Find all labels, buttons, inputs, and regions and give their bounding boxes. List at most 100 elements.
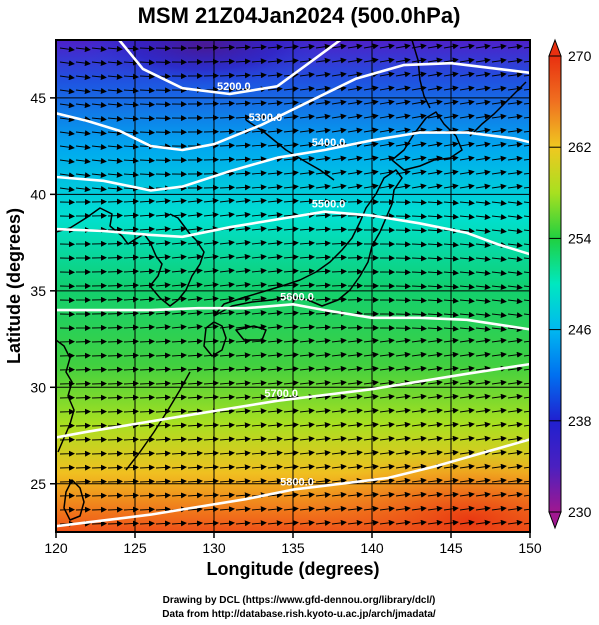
wind-vector bbox=[395, 393, 411, 400]
wind-vector bbox=[251, 114, 267, 121]
contour-line-5300.0 bbox=[56, 61, 530, 152]
wind-vector bbox=[123, 352, 139, 359]
wind-vector bbox=[267, 366, 283, 373]
wind-vector bbox=[267, 520, 283, 527]
wind-vector bbox=[443, 449, 459, 456]
wind-vector bbox=[187, 323, 203, 330]
wind-vector bbox=[363, 141, 379, 148]
wind-vector bbox=[459, 155, 475, 162]
wind-vector bbox=[459, 99, 475, 106]
wind-vector bbox=[475, 379, 491, 386]
wind-vector bbox=[251, 450, 267, 457]
wind-vector bbox=[123, 254, 139, 261]
wind-vector bbox=[235, 86, 251, 93]
wind-vector bbox=[459, 407, 475, 414]
wind-vector bbox=[107, 310, 123, 317]
wind-vector bbox=[299, 365, 315, 372]
wind-vector bbox=[187, 450, 203, 457]
wind-vector bbox=[267, 72, 283, 79]
wind-vector bbox=[523, 354, 530, 357]
wind-vector bbox=[491, 312, 507, 319]
wind-vector bbox=[507, 228, 523, 235]
wind-vector bbox=[219, 58, 235, 65]
contour-line-5400.0 bbox=[56, 131, 530, 192]
credit-drawing: Drawing by DCL (https://www.gfd-dennou.o… bbox=[163, 595, 436, 606]
wind-vector bbox=[507, 127, 523, 134]
wind-vector bbox=[427, 99, 443, 106]
wind-vector bbox=[427, 57, 443, 64]
wind-vector bbox=[299, 198, 315, 205]
wind-vector bbox=[235, 450, 251, 457]
wind-vector bbox=[107, 520, 123, 527]
wind-vector bbox=[171, 268, 187, 275]
wind-vector bbox=[155, 115, 171, 122]
wind-vector bbox=[283, 254, 299, 261]
wind-vector bbox=[363, 491, 379, 498]
wind-vector bbox=[331, 155, 347, 162]
wind-vector bbox=[283, 464, 299, 471]
wind-vector bbox=[315, 127, 331, 134]
wind-vector bbox=[91, 115, 107, 122]
wind-vector bbox=[507, 519, 523, 526]
wind-vector bbox=[59, 102, 75, 109]
wind-vector bbox=[267, 212, 283, 219]
wind-vector bbox=[347, 85, 363, 92]
wind-vector bbox=[491, 113, 507, 120]
wind-vector bbox=[427, 155, 443, 162]
wind-vector bbox=[139, 198, 155, 205]
wind-vector bbox=[283, 324, 299, 331]
wind-vector bbox=[491, 477, 507, 484]
wind-vector bbox=[171, 492, 187, 499]
wind-vector bbox=[91, 352, 107, 359]
contour-line-5800.0 bbox=[56, 438, 530, 528]
contour-line-5200.0 bbox=[118, 40, 342, 96]
wind-vector bbox=[91, 366, 107, 373]
wind-vector bbox=[251, 338, 267, 345]
wind-vector bbox=[187, 422, 203, 429]
wind-vector bbox=[411, 57, 427, 64]
wind-vector bbox=[123, 324, 139, 331]
wind-vector bbox=[123, 198, 139, 205]
wind-vector bbox=[187, 520, 203, 527]
wind-vector bbox=[107, 171, 123, 178]
wind-vector bbox=[187, 281, 203, 288]
wind-vector bbox=[475, 519, 491, 526]
wind-vector bbox=[267, 436, 283, 443]
wind-vector bbox=[123, 240, 139, 247]
wind-vector bbox=[315, 491, 331, 498]
wind-vector bbox=[475, 71, 491, 78]
wind-vector bbox=[171, 464, 187, 471]
wind-vector bbox=[91, 338, 107, 345]
wind-vector bbox=[251, 366, 267, 373]
wind-vector bbox=[75, 102, 91, 109]
wind-vector bbox=[491, 200, 507, 207]
wind-vector bbox=[411, 141, 427, 148]
wind-vector bbox=[315, 43, 331, 50]
wind-vector bbox=[123, 87, 139, 94]
wind-vector bbox=[283, 183, 299, 190]
wind-vector bbox=[155, 338, 171, 345]
wind-vector bbox=[347, 43, 363, 50]
wind-vector bbox=[475, 393, 491, 400]
x-tick-label: 150 bbox=[518, 540, 542, 556]
wind-vector bbox=[283, 506, 299, 513]
wind-vector bbox=[91, 506, 107, 513]
wind-vector bbox=[411, 519, 427, 526]
wind-vector bbox=[283, 169, 299, 176]
wind-vector bbox=[123, 282, 139, 289]
wind-vector bbox=[491, 379, 507, 386]
wind-vector bbox=[75, 492, 91, 499]
wind-vector bbox=[91, 101, 107, 108]
wind-vector bbox=[315, 268, 331, 275]
wind-vector bbox=[331, 505, 347, 512]
wind-vector bbox=[155, 394, 171, 401]
wind-vector bbox=[283, 352, 299, 359]
wind-vector bbox=[251, 478, 267, 485]
wind-vector bbox=[187, 309, 203, 316]
wind-vector bbox=[251, 44, 267, 51]
wind-vector bbox=[267, 282, 283, 289]
wind-vector bbox=[475, 505, 491, 512]
wind-vector bbox=[299, 421, 315, 428]
wind-vector bbox=[363, 365, 379, 372]
wind-vector bbox=[315, 337, 331, 344]
